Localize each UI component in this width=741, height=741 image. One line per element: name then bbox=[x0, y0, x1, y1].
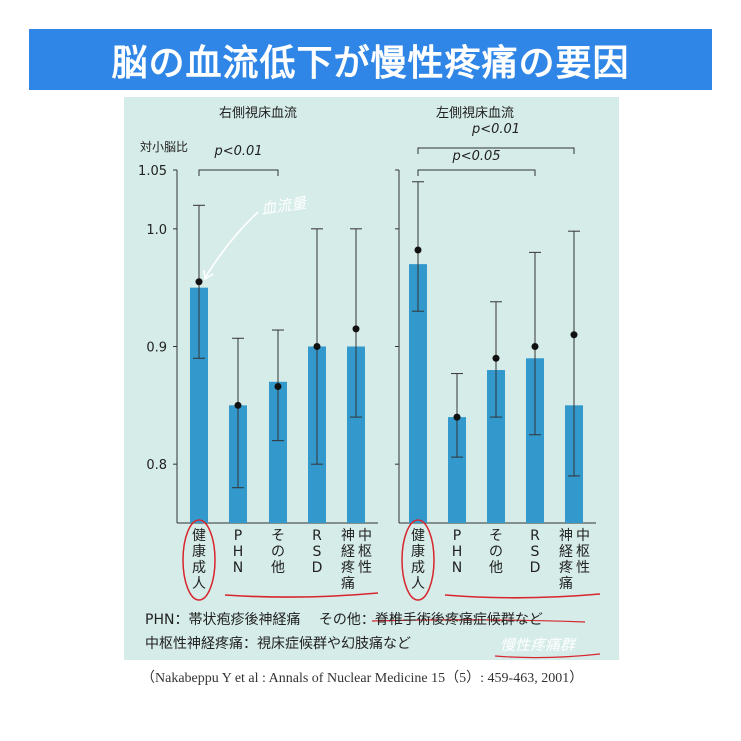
category-label-char: 中 bbox=[358, 528, 372, 544]
category-label-char: 性 bbox=[358, 560, 372, 576]
category-label-char: S bbox=[531, 544, 540, 560]
category-label-char: 成 bbox=[411, 560, 425, 576]
chart-title-0: 右側視床血流 bbox=[219, 106, 297, 121]
y-tick-label: 1.05 bbox=[138, 164, 167, 179]
significance-label: p<0.01 bbox=[471, 122, 520, 137]
footnote-line-2: 中枢性神経疼痛：視床症候群や幻肢痛など bbox=[145, 636, 411, 652]
category-label-char: 痛 bbox=[341, 575, 355, 592]
underline-footnote bbox=[371, 619, 586, 623]
highlight-ellipse-0 bbox=[182, 519, 216, 601]
data-point-1-2 bbox=[492, 354, 500, 362]
category-label-char: P bbox=[234, 528, 242, 544]
bar-1-3 bbox=[526, 358, 544, 523]
category-label-char: の bbox=[271, 544, 285, 560]
y-axis-label: 対小脳比 bbox=[140, 140, 188, 154]
category-label-char: 疼 bbox=[559, 560, 573, 576]
category-label-char: 疼 bbox=[341, 560, 355, 576]
bar-0-4 bbox=[347, 346, 365, 523]
y-tick-label: 0.9 bbox=[146, 341, 167, 356]
category-label-char: 康 bbox=[192, 543, 206, 560]
significance-bracket bbox=[417, 147, 575, 154]
significance-label: p<0.01 bbox=[213, 144, 262, 159]
data-point-0-1 bbox=[234, 401, 242, 409]
handwritten-blood-flow: 血流量 bbox=[260, 194, 309, 218]
data-point-0-3 bbox=[313, 343, 321, 350]
category-label-char: H bbox=[233, 544, 244, 560]
significance-bracket bbox=[198, 169, 279, 176]
data-point-1-3 bbox=[531, 343, 539, 350]
category-label-char: 枢 bbox=[358, 544, 372, 560]
bar-1-0 bbox=[409, 264, 427, 523]
significance-bracket bbox=[417, 169, 536, 176]
data-point-1-4 bbox=[570, 331, 578, 339]
category-label-char: 中 bbox=[576, 528, 590, 544]
arrowhead-blood-flow bbox=[203, 269, 214, 281]
category-label-char: 健 bbox=[411, 528, 425, 544]
category-label-char: S bbox=[313, 544, 322, 560]
category-label-char: D bbox=[312, 560, 323, 576]
footnote-line-1: PHN：帯状疱疹後神経痛 その他：脊椎手術後疼痛症候群など bbox=[145, 612, 543, 628]
arrow-blood-flow bbox=[204, 211, 259, 279]
banner-title: 脳の血流低下が慢性疼痛の要因 bbox=[29, 29, 712, 90]
category-label-char: R bbox=[312, 528, 322, 544]
data-point-1-1 bbox=[453, 413, 461, 421]
data-point-1-0 bbox=[414, 246, 422, 254]
category-label-char: 健 bbox=[192, 528, 206, 544]
handwritten-chronic-pain: 慢性疼痛群 bbox=[500, 636, 577, 654]
category-label-char: 枢 bbox=[576, 544, 590, 560]
underline-pain-left bbox=[224, 592, 379, 598]
data-point-0-0 bbox=[195, 278, 203, 286]
highlight-ellipse-1 bbox=[401, 519, 435, 601]
category-label-char: P bbox=[453, 528, 461, 544]
chart-title-1: 左側視床血流 bbox=[436, 106, 514, 121]
underline-pain-right bbox=[444, 593, 601, 599]
underline-annotation bbox=[494, 653, 601, 659]
category-label-char: 痛 bbox=[559, 575, 573, 592]
category-label-char: N bbox=[452, 560, 462, 576]
y-tick-label: 1.0 bbox=[146, 223, 167, 238]
bar-0-0 bbox=[190, 287, 208, 523]
category-label-char: 経 bbox=[341, 544, 355, 560]
category-label-char: 性 bbox=[576, 560, 590, 576]
category-label-char: 他 bbox=[271, 560, 285, 576]
category-label-char: 人 bbox=[411, 576, 425, 592]
y-tick-label: 0.8 bbox=[146, 458, 167, 473]
bar-0-2 bbox=[269, 381, 287, 523]
bar-1-2 bbox=[487, 370, 505, 523]
category-label-char: の bbox=[489, 544, 503, 560]
category-label-char: N bbox=[233, 560, 243, 576]
category-label-char: H bbox=[452, 544, 463, 560]
category-label-char: D bbox=[530, 560, 541, 576]
bar-1-1 bbox=[448, 417, 466, 523]
category-label-char: 人 bbox=[192, 576, 206, 592]
category-label-char: R bbox=[530, 528, 540, 544]
category-label-char: 神 bbox=[341, 528, 355, 544]
category-label-char: そ bbox=[489, 528, 503, 544]
data-point-0-4 bbox=[352, 325, 360, 333]
significance-label: p<0.05 bbox=[451, 149, 500, 164]
category-label-char: 康 bbox=[411, 543, 425, 560]
category-label-char: そ bbox=[271, 528, 285, 544]
category-label-char: 他 bbox=[489, 560, 503, 576]
category-label-char: 経 bbox=[559, 544, 573, 560]
data-point-0-2 bbox=[274, 383, 282, 391]
citation: （Nakabeppu Y et al : Annals of Nuclear M… bbox=[141, 671, 584, 686]
category-label-char: 成 bbox=[192, 560, 206, 576]
category-label-char: 神 bbox=[559, 528, 573, 544]
